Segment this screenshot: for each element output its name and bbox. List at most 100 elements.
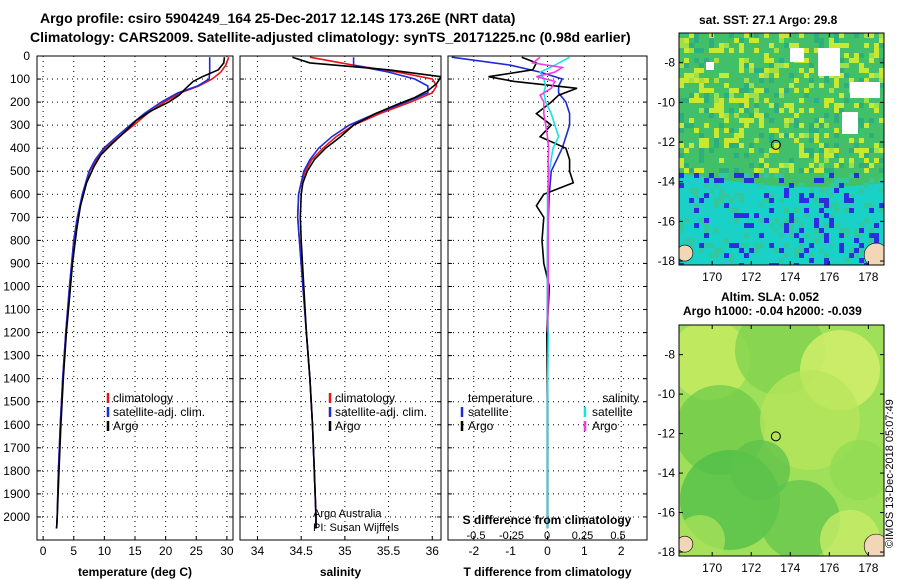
- sst-map-pixel: [819, 248, 824, 253]
- sst-map-pixel: [734, 243, 739, 248]
- sst-map-pixel: [779, 258, 784, 263]
- sst-map-pixel: [759, 113, 764, 118]
- sst-map-pixel: [694, 98, 699, 103]
- temperature-xtick-label: 5: [70, 544, 77, 558]
- sst-map-pixel: [844, 233, 849, 238]
- sst-map-pixel: [694, 168, 699, 173]
- depth-tick-label: 900: [10, 256, 30, 270]
- sst-map-pixel: [824, 78, 829, 83]
- depth-tick-label: 1400: [3, 372, 30, 386]
- sst-map-pixel: [744, 153, 749, 158]
- sst-map-pixel: [789, 223, 794, 228]
- depth-tick-label: 0: [23, 49, 30, 63]
- sst-map-pixel: [839, 233, 844, 238]
- sst-map-pixel: [769, 208, 774, 213]
- sla-map-land: [679, 535, 694, 553]
- sst-map-pixel: [679, 173, 684, 178]
- sst-map-pixel: [849, 148, 854, 153]
- sst-map-pixel: [739, 198, 744, 203]
- sst-map-pixel: [789, 263, 794, 265]
- sst-map-pixel: [764, 73, 769, 78]
- sst-map-nodata-patch: [790, 48, 804, 62]
- sst-map-pixel: [784, 133, 789, 138]
- sst-map-pixel: [864, 68, 869, 73]
- sst-map-pixel: [689, 243, 694, 248]
- sst-map-pixel: [759, 133, 764, 138]
- sst-map-pixel: [729, 208, 734, 213]
- sst-map-pixel: [804, 248, 809, 253]
- sst-map-pixel: [714, 103, 719, 108]
- sst-map-pixel: [774, 228, 779, 233]
- sst-map-pixel: [789, 233, 794, 238]
- sst-map-pixel: [824, 173, 829, 178]
- sla-map-float-marker: [770, 431, 781, 442]
- sst-map-pixel: [879, 73, 884, 78]
- sst-map-pixel: [774, 68, 779, 73]
- sst-map-pixel: [874, 48, 879, 53]
- sst-map-pixel: [739, 193, 744, 198]
- sst-map-pixel: [694, 223, 699, 228]
- sst-map-pixel: [739, 263, 744, 265]
- sst-map-pixel: [759, 88, 764, 93]
- sst-map-pixel: [819, 228, 824, 233]
- sst-map-pixel: [719, 198, 724, 203]
- sst-map-pixel: [774, 128, 779, 133]
- sst-map-pixel: [764, 58, 769, 63]
- sst-map-pixel: [814, 228, 819, 233]
- sst-map-pixel: [754, 98, 759, 103]
- sst-map-pixel: [694, 203, 699, 208]
- sst-map-pixel: [684, 98, 689, 103]
- sst-map-pixel: [789, 43, 794, 48]
- sst-map-pixel: [809, 188, 814, 193]
- depth-tick-label: 400: [10, 141, 30, 155]
- sst-map-pixel: [719, 178, 724, 183]
- sst-map-pixel: [694, 188, 699, 193]
- sst-map-pixel: [714, 198, 719, 203]
- sla-map-anomaly-blob: [679, 325, 750, 400]
- sst-map-pixel: [809, 258, 814, 263]
- sst-map-pixel: [724, 253, 729, 258]
- sst-map-pixel: [744, 98, 749, 103]
- sst-map-pixel: [829, 168, 834, 173]
- sst-map-pixel: [864, 78, 869, 83]
- sst-map-pixel: [764, 98, 769, 103]
- sst-map-pixel: [849, 138, 854, 143]
- sst-map-pixel: [754, 68, 759, 73]
- sst-map-pixel: [689, 123, 694, 128]
- temperature-frame: [36, 55, 234, 541]
- sla-map-title: Altim. SLA: 0.052: [721, 290, 820, 304]
- sst-map-pixel: [854, 33, 859, 38]
- sst-map-pixel: [794, 263, 799, 265]
- sst-map-pixel: [794, 253, 799, 258]
- sst-map-pixel: [709, 33, 714, 38]
- sst-map-xtick-label: 176: [819, 270, 839, 284]
- sst-map-pixel: [784, 208, 789, 213]
- sst-map-pixel: [689, 198, 694, 203]
- sst-map-pixel: [789, 118, 794, 123]
- depth-tick-label: 2000: [3, 510, 30, 524]
- sst-map-pixel: [699, 68, 704, 73]
- sst-map-pixel: [724, 173, 729, 178]
- sst-map-ytick-label: -18: [658, 254, 676, 268]
- sst-map-pixel: [829, 38, 834, 43]
- sst-map-pixel: [849, 253, 854, 258]
- sst-map-ytick-label: -16: [658, 214, 676, 228]
- sst-map-pixel: [769, 243, 774, 248]
- sst-map-pixel: [869, 163, 874, 168]
- sst-map-pixel: [834, 128, 839, 133]
- sst-map-pixel: [824, 143, 829, 148]
- sst-map-pixel: [814, 118, 819, 123]
- sst-map-pixel: [799, 168, 804, 173]
- sst-map-pixel: [729, 243, 734, 248]
- depth-tick-label: 100: [10, 72, 30, 86]
- sst-map-pixel: [834, 263, 839, 265]
- sst-map-pixel: [704, 243, 709, 248]
- sst-map-pixel: [719, 48, 724, 53]
- sst-map-pixel: [869, 238, 874, 243]
- sst-map-pixel: [774, 73, 779, 78]
- sst-map-pixel: [864, 158, 869, 163]
- sst-map-pixel: [734, 88, 739, 93]
- sst-map-pixel: [819, 118, 824, 123]
- sst-map-nodata-patch: [706, 62, 714, 70]
- sst-map-pixel: [694, 78, 699, 83]
